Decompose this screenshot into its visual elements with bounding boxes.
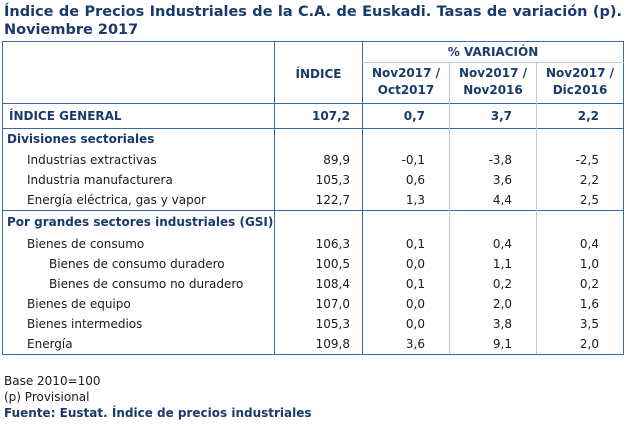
general-v1: 0,7 (362, 102, 450, 128)
col2-header-bottom: Nov2016 (449, 82, 537, 103)
general-label: ÍNDICE GENERAL (2, 102, 275, 128)
row-v2: -3,8 (449, 149, 537, 170)
row-label: Bienes intermedios (2, 313, 275, 334)
row-label: Energía eléctrica, gas y vapor (2, 189, 275, 210)
row-v2: 4,4 (449, 189, 537, 210)
row-indice: 108,4 (274, 273, 363, 294)
section1-title: Divisiones sectoriales (2, 127, 275, 150)
row-label: Bienes de equipo (2, 293, 275, 314)
row-v2: 0,4 (449, 233, 537, 254)
table-row: Bienes de consumo 106,3 0,1 0,4 0,4 (2, 233, 625, 254)
row-v1: 0,1 (362, 273, 450, 294)
footer-source: Fuente: Eustat. Índice de precios indust… (4, 406, 312, 420)
table-row: Bienes de equipo 107,0 0,0 2,0 1,6 (2, 293, 625, 314)
row-v2: 9,1 (449, 333, 537, 355)
general-indice: 107,2 (274, 102, 363, 128)
section2-title-row: Por grandes sectores industriales (GSI) (2, 209, 625, 234)
header-row-group: % VARIACIÓN (2, 41, 625, 63)
row-v1: 0,0 (362, 313, 450, 334)
row-v2: 3,8 (449, 313, 537, 334)
row-v3: 0,2 (535, 273, 625, 294)
row-label: Energía (2, 333, 275, 355)
row-indice: 100,5 (274, 253, 363, 274)
row-v3: 2,5 (535, 189, 625, 210)
row-v1: 3,6 (362, 333, 450, 355)
col2-header-top: Nov2017 / (449, 62, 537, 83)
table-row: Bienes de consumo duradero 100,5 0,0 1,1 1,0 (2, 253, 625, 274)
row-label: Industria manufacturera (2, 169, 275, 190)
data-table: % VARIACIÓN ÍNDICE Nov2017 / Nov2017 / N… (2, 41, 625, 355)
row-v1: 0,1 (362, 233, 450, 254)
col3-header-bottom: Dic2016 (535, 82, 625, 103)
row-v2: 1,1 (449, 253, 537, 274)
row-label: Industrias extractivas (2, 149, 275, 170)
indice-header: ÍNDICE (274, 62, 363, 103)
row-label: Bienes de consumo (2, 233, 275, 254)
row-v1: 0,6 (362, 169, 450, 190)
row-v3: 1,0 (535, 253, 625, 274)
row-indice: 89,9 (274, 149, 363, 170)
row-v3: -2,5 (535, 149, 625, 170)
footer-provisional: (p) Provisional (4, 390, 90, 404)
row-v1: -0,1 (362, 149, 450, 170)
col1-header-top: Nov2017 / (362, 62, 450, 83)
header-row-top: ÍNDICE Nov2017 / Nov2017 / Nov2017 / (2, 62, 625, 103)
row-label: Bienes de consumo duradero (2, 253, 275, 274)
row-indice: 109,8 (274, 333, 363, 355)
table-title: Índice de Precios Industriales de la C.A… (4, 4, 622, 38)
table-row: Bienes intermedios 105,3 0,0 3,8 3,5 (2, 313, 625, 334)
row-v2: 3,6 (449, 169, 537, 190)
row-v3: 0,4 (535, 233, 625, 254)
row-v3: 1,6 (535, 293, 625, 314)
row-v3: 2,2 (535, 169, 625, 190)
table-row: Energía eléctrica, gas y vapor 122,7 1,3 4,… (2, 189, 625, 210)
row-v3: 2,0 (535, 333, 625, 355)
row-indice: 106,3 (274, 233, 363, 254)
table-row: Bienes de consumo no duradero 108,4 0,1 0,2… (2, 273, 625, 294)
row-indice: 105,3 (274, 313, 363, 334)
table-row: Energía 109,8 3,6 9,1 2,0 (2, 333, 625, 355)
row-label: Bienes de consumo no duradero (2, 273, 275, 294)
row-v2: 0,2 (449, 273, 537, 294)
table-row: Industria manufacturera 105,3 0,6 3,6 2,2 (2, 169, 625, 190)
general-v2: 3,7 (449, 102, 537, 128)
table-row: Industrias extractivas 89,9 -0,1 -3,8 -2,5 (2, 149, 625, 170)
header-row-bottom: Oct2017 Nov2016 Dic2016 (2, 82, 625, 103)
row-v3: 3,5 (535, 313, 625, 334)
row-indice: 107,0 (274, 293, 363, 314)
row-v1: 0,0 (362, 293, 450, 314)
col1-header-bottom: Oct2017 (362, 82, 450, 103)
general-v3: 2,2 (535, 102, 625, 128)
row-indice: 105,3 (274, 169, 363, 190)
col3-header-top: Nov2017 / (535, 62, 625, 83)
general-row: ÍNDICE GENERAL 107,2 0,7 3,7 2,2 (2, 102, 625, 128)
row-v2: 2,0 (449, 293, 537, 314)
section1-title-row: Divisiones sectoriales (2, 127, 625, 150)
row-v1: 1,3 (362, 189, 450, 210)
variation-group-header: % VARIACIÓN (361, 41, 625, 63)
footer-base: Base 2010=100 (4, 374, 101, 388)
section2-title: Por grandes sectores industriales (GSI) (2, 209, 275, 234)
row-v1: 0,0 (362, 253, 450, 274)
row-indice: 122,7 (274, 189, 363, 210)
